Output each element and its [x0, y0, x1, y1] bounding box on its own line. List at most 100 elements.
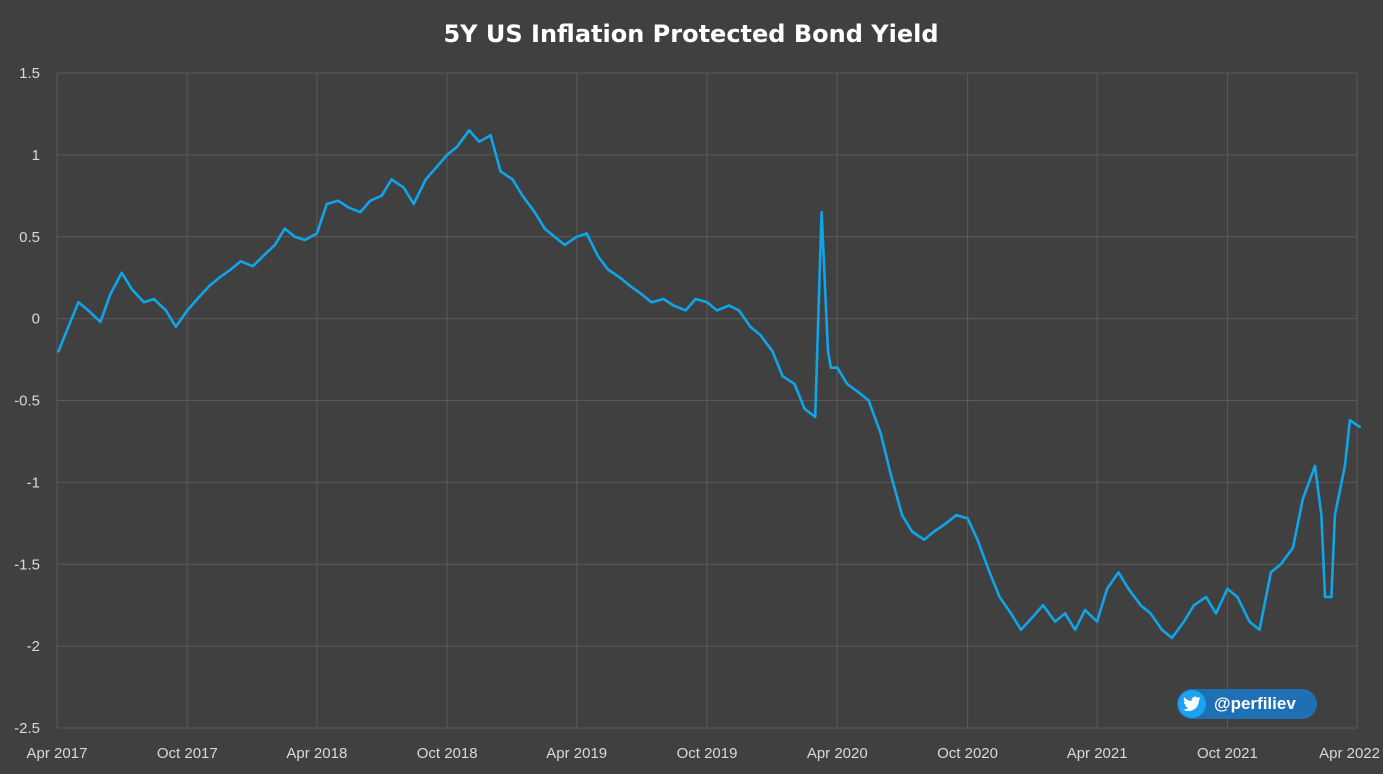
- data-point: [533, 211, 536, 214]
- data-point: [1117, 571, 1120, 574]
- data-point: [1041, 604, 1045, 607]
- data-point: [662, 297, 665, 301]
- data-point: [829, 366, 833, 369]
- data-point: [273, 243, 277, 247]
- data-point: [390, 178, 393, 181]
- y-tick-label: -0.5: [14, 393, 40, 410]
- data-point: [793, 382, 796, 386]
- twitter-handle-badge: @perfiliev: [1177, 689, 1317, 719]
- data-point: [261, 255, 264, 258]
- data-point: [820, 211, 823, 214]
- data-point: [478, 140, 481, 143]
- data-point: [585, 232, 588, 235]
- data-point: [87, 309, 90, 312]
- data-point: [749, 325, 752, 328]
- data-point: [1031, 615, 1035, 618]
- data-point: [186, 309, 189, 312]
- data-point: [575, 235, 578, 238]
- data-point: [1139, 604, 1142, 607]
- data-point: [521, 194, 524, 197]
- data-point: [988, 571, 991, 574]
- data-point: [771, 350, 774, 353]
- data-point: [618, 276, 622, 279]
- x-tick-label: Apr 2019: [546, 745, 607, 762]
- data-point: [727, 304, 731, 307]
- data-point: [152, 297, 155, 301]
- x-tick-label: Apr 2020: [807, 745, 868, 762]
- data-point: [966, 517, 969, 520]
- data-point: [445, 153, 449, 157]
- data-point: [836, 366, 839, 369]
- data-point: [1236, 595, 1239, 599]
- data-point: [218, 276, 221, 279]
- data-point: [1258, 628, 1261, 631]
- data-point: [1083, 608, 1087, 612]
- data-point: [283, 227, 286, 230]
- data-point: [424, 178, 427, 181]
- y-tick-label: 0.5: [19, 229, 40, 246]
- twitter-bird-icon: [1178, 690, 1206, 718]
- data-point: [553, 235, 556, 238]
- data-point: [543, 227, 546, 230]
- data-point: [715, 309, 719, 312]
- data-point: [1343, 464, 1347, 468]
- data-point: [77, 301, 80, 304]
- data-point: [803, 407, 806, 410]
- data-point: [672, 304, 675, 307]
- x-tick-label: Oct 2020: [937, 745, 998, 762]
- x-tick-label: Apr 2022: [1319, 745, 1380, 762]
- data-point: [489, 134, 492, 137]
- data-point: [759, 333, 762, 337]
- data-point: [174, 325, 178, 328]
- data-point: [164, 309, 168, 312]
- data-point: [1226, 587, 1229, 590]
- data-point: [889, 473, 892, 476]
- y-tick-label: 1.5: [19, 65, 40, 82]
- data-point: [315, 232, 319, 235]
- data-point: [142, 301, 146, 304]
- x-tick-label: Oct 2018: [417, 745, 478, 762]
- y-tick-label: -1: [27, 474, 40, 491]
- data-point: [1170, 636, 1174, 640]
- data-point: [99, 320, 102, 324]
- data-point: [1095, 620, 1099, 623]
- data-point: [781, 374, 784, 378]
- data-point: [857, 391, 860, 394]
- data-point: [1291, 546, 1295, 550]
- data-point: [347, 206, 350, 209]
- data-point: [120, 271, 124, 274]
- data-point: [1333, 513, 1337, 517]
- x-tick-label: Oct 2019: [677, 745, 738, 762]
- y-tick-label: -2: [27, 638, 40, 655]
- data-point: [1073, 628, 1077, 631]
- data-point: [976, 538, 979, 541]
- data-point: [1355, 423, 1359, 427]
- data-point: [1279, 563, 1283, 566]
- data-point: [955, 513, 958, 517]
- data-point: [130, 287, 133, 291]
- data-point: [998, 595, 1001, 599]
- data-point: [239, 260, 242, 263]
- data-point: [499, 170, 502, 173]
- y-tick-label: -1.5: [14, 556, 40, 573]
- data-point: [945, 522, 948, 525]
- data-point: [1160, 628, 1164, 631]
- data-point: [814, 415, 817, 419]
- x-tick-label: Apr 2017: [27, 745, 88, 762]
- data-point: [380, 194, 383, 197]
- data-point: [434, 166, 437, 170]
- data-point: [229, 268, 232, 271]
- data-point: [1009, 612, 1013, 615]
- data-point: [1330, 595, 1333, 599]
- twitter-bird-glyph: [1183, 696, 1201, 711]
- data-point: [1127, 587, 1130, 590]
- data-point: [1019, 628, 1023, 631]
- data-point: [251, 265, 254, 268]
- x-tick-label: Oct 2021: [1197, 745, 1258, 762]
- x-tick-label: Oct 2017: [157, 745, 218, 762]
- data-point: [1320, 513, 1323, 517]
- data-point: [511, 178, 514, 181]
- data-point: [402, 186, 405, 189]
- data-point: [303, 238, 306, 242]
